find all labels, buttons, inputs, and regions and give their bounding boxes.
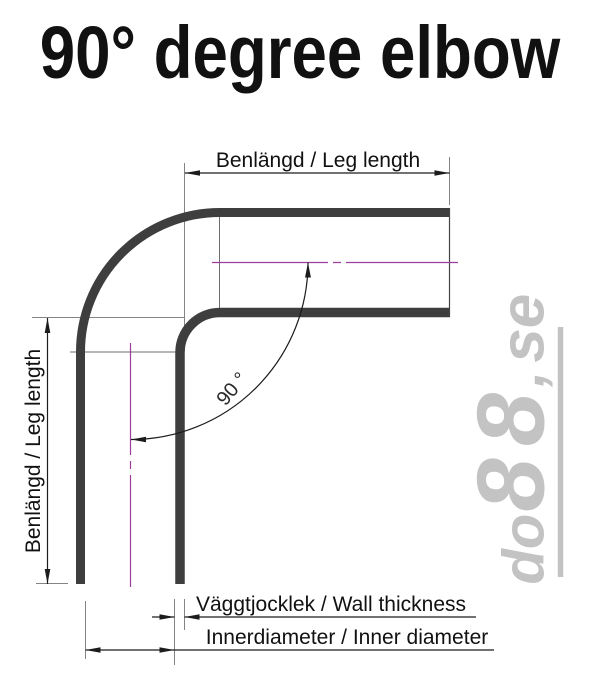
inner-diameter-label: Innerdiameter / Inner diameter bbox=[206, 626, 488, 649]
angle-arc bbox=[130, 262, 309, 441]
arrowhead-wall-left-icon bbox=[159, 614, 175, 620]
arrowhead-wall-right-icon bbox=[184, 614, 200, 620]
leg-length-left-label: Benlängd / Leg length bbox=[22, 349, 45, 553]
arrowhead-id-left-icon bbox=[85, 647, 101, 653]
inner-wall-path bbox=[175, 307, 450, 584]
arrowhead-down-icon bbox=[44, 569, 51, 584]
elbow-outline bbox=[76, 208, 451, 584]
arrowhead-left-icon bbox=[185, 170, 200, 176]
arrowhead-right-icon bbox=[434, 170, 450, 176]
arrowhead-up-icon bbox=[44, 318, 51, 333]
centerlines bbox=[129, 261, 458, 592]
extension-lines bbox=[32, 157, 450, 665]
dimension-leg-length-left: Benlängd / Leg length bbox=[22, 318, 51, 584]
dimension-leg-length-top: Benlängd / Leg length bbox=[185, 149, 450, 176]
dimension-inner-diameter: Innerdiameter / Inner diameter bbox=[85, 626, 494, 653]
leg-length-top-label: Benlängd / Leg length bbox=[216, 149, 420, 172]
outer-wall-path bbox=[76, 208, 450, 584]
angle-value-label: 90 ° bbox=[212, 368, 252, 410]
arrowhead-arc-top-icon bbox=[305, 262, 311, 278]
arrowhead-arc-left-icon bbox=[131, 436, 146, 443]
dimension-wall-thickness: Väggtjocklek / Wall thickness bbox=[152, 593, 476, 620]
page-title: 90° degree elbow bbox=[40, 12, 561, 95]
arrowhead-id-right-icon bbox=[159, 647, 175, 653]
wall-thickness-label: Väggtjocklek / Wall thickness bbox=[196, 593, 466, 616]
